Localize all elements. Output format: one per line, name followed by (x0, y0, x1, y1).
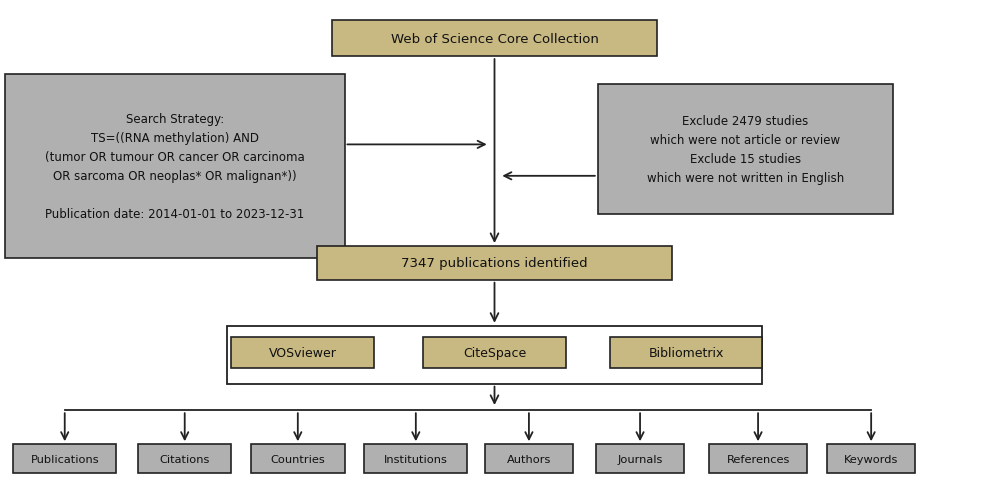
FancyBboxPatch shape (332, 21, 657, 57)
FancyBboxPatch shape (13, 444, 117, 473)
FancyBboxPatch shape (595, 444, 684, 473)
Text: Citations: Citations (159, 454, 210, 464)
FancyBboxPatch shape (231, 337, 374, 368)
Text: Exclude 2479 studies
which were not article or review
Exclude 15 studies
which w: Exclude 2479 studies which were not arti… (647, 115, 844, 185)
Text: Bibliometrix: Bibliometrix (649, 346, 724, 359)
Text: CiteSpace: CiteSpace (463, 346, 526, 359)
Text: 7347 publications identified: 7347 publications identified (402, 257, 587, 270)
FancyBboxPatch shape (317, 246, 672, 280)
FancyBboxPatch shape (485, 444, 574, 473)
Text: Search Strategy:
TS=((RNA methylation) AND
(tumor OR tumour OR cancer OR carcino: Search Strategy: TS=((RNA methylation) A… (45, 113, 305, 221)
FancyBboxPatch shape (138, 444, 231, 473)
Text: References: References (726, 454, 790, 464)
Text: VOSviewer: VOSviewer (269, 346, 336, 359)
FancyBboxPatch shape (709, 444, 807, 473)
FancyBboxPatch shape (597, 85, 893, 215)
FancyBboxPatch shape (423, 337, 566, 368)
FancyBboxPatch shape (610, 337, 763, 368)
Text: Keywords: Keywords (844, 454, 898, 464)
Text: Publications: Publications (31, 454, 99, 464)
Text: Web of Science Core Collection: Web of Science Core Collection (391, 33, 598, 45)
FancyBboxPatch shape (251, 444, 344, 473)
Text: Journals: Journals (617, 454, 663, 464)
Text: Countries: Countries (270, 454, 325, 464)
FancyBboxPatch shape (827, 444, 916, 473)
FancyBboxPatch shape (364, 444, 468, 473)
Text: Authors: Authors (506, 454, 551, 464)
Text: Institutions: Institutions (384, 454, 448, 464)
FancyBboxPatch shape (5, 75, 344, 259)
